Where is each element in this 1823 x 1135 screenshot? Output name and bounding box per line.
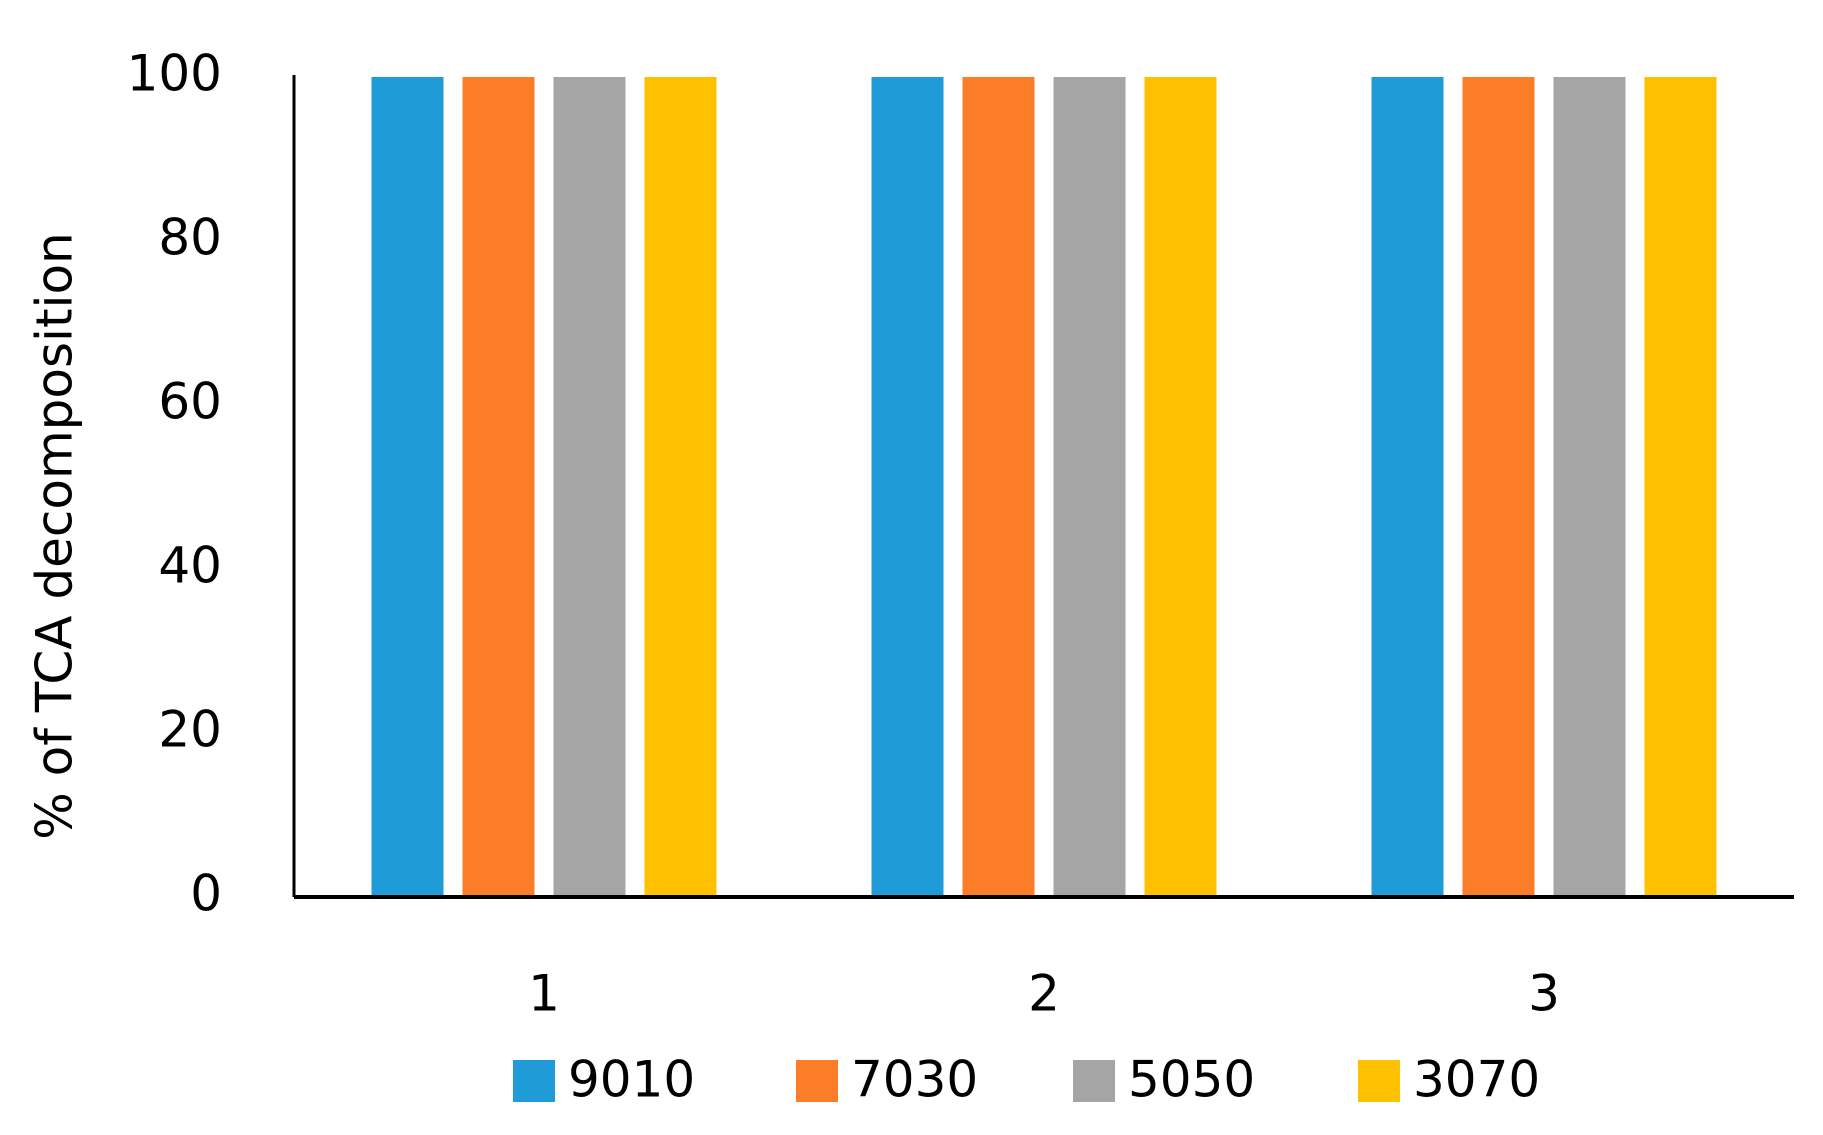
y-tick-label: 0 (190, 865, 222, 923)
legend-swatch (1358, 1060, 1400, 1102)
legend-label: 7030 (851, 1051, 978, 1109)
legend-label: 5050 (1128, 1051, 1255, 1109)
bar (1371, 77, 1444, 897)
y-axis-title: % of TCA decomposition (26, 232, 84, 839)
bar (1644, 77, 1717, 897)
bar (962, 77, 1035, 897)
bar (1053, 77, 1126, 897)
bar (371, 77, 444, 897)
x-tick-label: 1 (528, 965, 560, 1023)
bar (462, 77, 535, 897)
bar (1144, 77, 1217, 897)
y-tick-label: 80 (158, 209, 222, 267)
y-tick-label: 60 (158, 373, 222, 431)
legend-label: 9010 (568, 1051, 695, 1109)
legend-swatch (796, 1060, 838, 1102)
legend-swatch (513, 1060, 555, 1102)
x-tick-label: 2 (1028, 965, 1060, 1023)
bar (644, 77, 717, 897)
legend-swatch (1073, 1060, 1115, 1102)
y-tick-label: 20 (158, 701, 222, 759)
bar (553, 77, 626, 897)
x-tick-label: 3 (1528, 965, 1560, 1023)
bar (871, 77, 944, 897)
y-tick-label: 40 (158, 537, 222, 595)
y-tick-label: 100 (127, 45, 222, 103)
bar (1553, 77, 1626, 897)
bar (1462, 77, 1535, 897)
legend-label: 3070 (1413, 1051, 1540, 1109)
